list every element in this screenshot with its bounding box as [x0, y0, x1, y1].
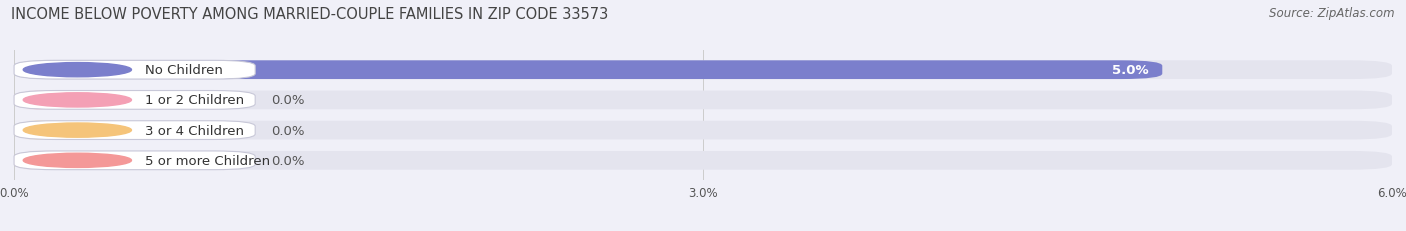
Text: INCOME BELOW POVERTY AMONG MARRIED-COUPLE FAMILIES IN ZIP CODE 33573: INCOME BELOW POVERTY AMONG MARRIED-COUPL… — [11, 7, 609, 22]
FancyBboxPatch shape — [14, 121, 256, 140]
FancyBboxPatch shape — [14, 91, 256, 110]
Circle shape — [24, 154, 131, 168]
Text: 0.0%: 0.0% — [271, 94, 305, 107]
FancyBboxPatch shape — [14, 91, 65, 110]
Text: 0.0%: 0.0% — [271, 154, 305, 167]
FancyBboxPatch shape — [14, 151, 256, 170]
Circle shape — [24, 93, 131, 108]
Text: Source: ZipAtlas.com: Source: ZipAtlas.com — [1270, 7, 1395, 20]
FancyBboxPatch shape — [14, 61, 1163, 80]
Text: No Children: No Children — [145, 64, 224, 77]
FancyBboxPatch shape — [14, 121, 1392, 140]
Text: 3 or 4 Children: 3 or 4 Children — [145, 124, 245, 137]
Text: 0.0%: 0.0% — [271, 124, 305, 137]
Text: 5.0%: 5.0% — [1112, 64, 1149, 77]
Text: 5 or more Children: 5 or more Children — [145, 154, 270, 167]
FancyBboxPatch shape — [14, 61, 256, 80]
Text: 1 or 2 Children: 1 or 2 Children — [145, 94, 245, 107]
FancyBboxPatch shape — [14, 61, 1392, 80]
Circle shape — [24, 63, 131, 77]
FancyBboxPatch shape — [14, 121, 65, 140]
FancyBboxPatch shape — [14, 91, 1392, 110]
FancyBboxPatch shape — [14, 151, 65, 170]
Circle shape — [24, 123, 131, 138]
FancyBboxPatch shape — [14, 151, 1392, 170]
